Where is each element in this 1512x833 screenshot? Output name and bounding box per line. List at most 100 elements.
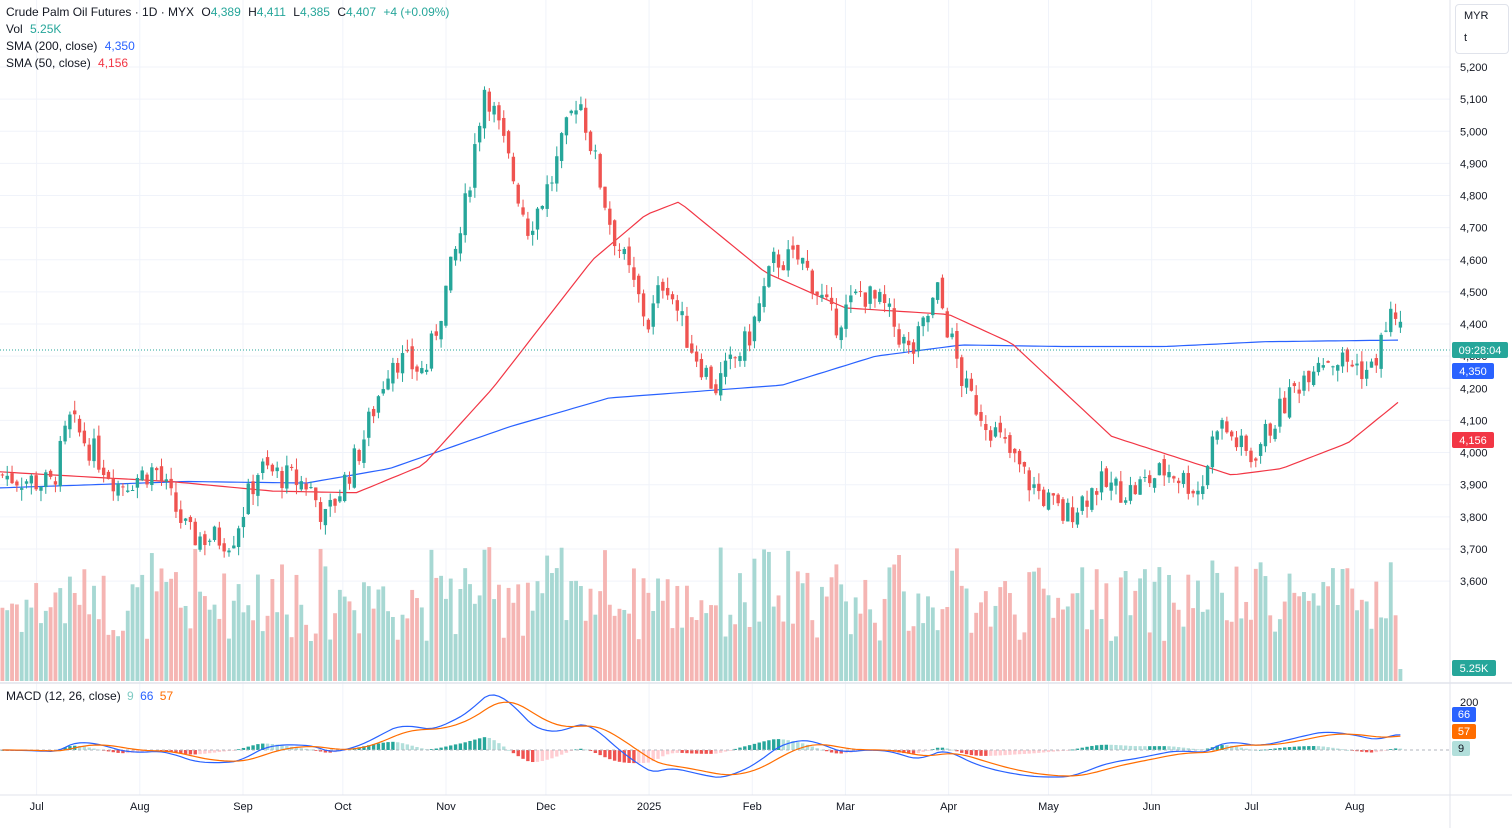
macd-hist-bar: [1398, 748, 1403, 750]
candle: [1201, 475, 1205, 500]
volume-bar: [641, 578, 646, 681]
candle: [820, 283, 824, 302]
candle: [781, 261, 786, 271]
volume-bar: [405, 618, 410, 681]
candle: [940, 274, 945, 310]
candle: [540, 205, 545, 211]
volume-bar: [1311, 593, 1316, 681]
candle: [1196, 481, 1200, 506]
currency-label: MYR: [1464, 10, 1489, 22]
macd-hist-bar: [449, 745, 453, 750]
macd-hist-bar: [945, 748, 949, 750]
open-label: O: [201, 5, 211, 19]
macd-hist-bar: [1393, 748, 1398, 750]
macd-hist-bar: [1008, 750, 1012, 755]
macd-line: [2, 694, 1401, 778]
candle: [1389, 301, 1393, 337]
sma50-row[interactable]: SMA (50, close) 4,156: [6, 55, 449, 72]
candle: [140, 466, 144, 482]
volume-bar: [1388, 562, 1393, 681]
volume-bar: [964, 588, 969, 681]
macd-hist-bar: [1331, 747, 1335, 750]
macd-hist-bar: [815, 748, 819, 750]
volume-bar: [1104, 583, 1109, 681]
volume-bar: [685, 585, 689, 681]
volume-row[interactable]: Vol 5.25K: [6, 21, 449, 38]
volume-bar: [1012, 614, 1017, 681]
volume-bar: [911, 626, 916, 681]
macd-hist-bar: [1104, 744, 1109, 750]
candle: [241, 506, 246, 538]
volume-bar: [829, 577, 834, 681]
candle: [208, 538, 212, 546]
macd-hist-bar: [1041, 750, 1046, 753]
volume-bar: [116, 636, 121, 681]
volume-bar: [395, 639, 400, 681]
ohlc-row[interactable]: Crude Palm Oil Futures · 1D · MYX O4,389…: [6, 4, 449, 21]
volume-bar: [164, 581, 169, 681]
time-tick-label: Jul: [1245, 801, 1259, 813]
volume-bar: [43, 610, 48, 681]
currency-unit-selector[interactable]: MYR t: [1455, 4, 1509, 54]
candle: [887, 298, 892, 317]
macd-hist-bar: [767, 740, 771, 750]
sma200-row[interactable]: SMA (200, close) 4,350: [6, 38, 449, 55]
price-tick-label: 5,200: [1460, 62, 1488, 74]
candle: [588, 130, 593, 155]
macd-hist-bar: [1239, 747, 1244, 750]
volume-bar: [366, 586, 371, 681]
volume-bar: [333, 613, 337, 681]
macd-hist-bar: [661, 750, 665, 757]
candle: [439, 320, 443, 348]
volume-bar: [805, 572, 810, 681]
close-label: C: [337, 5, 346, 19]
volume-bar: [453, 634, 458, 681]
candle: [839, 325, 843, 349]
price-axis[interactable]: 5,200 5,100 5,000 4,900 4,800 4,700 4,600 4,500…: [1460, 62, 1488, 588]
volume-bar: [419, 607, 424, 681]
candle: [1148, 470, 1152, 488]
low-label: L: [293, 5, 300, 19]
macd-hist-bar: [381, 742, 385, 750]
macd-legend[interactable]: MACD (12, 26, close) 9 66 57: [6, 689, 173, 703]
candle: [179, 500, 183, 529]
volume-bar: [5, 610, 10, 681]
macd-hist-bar: [420, 748, 424, 750]
macd-hist-bar: [555, 750, 559, 757]
volume-bar: [713, 605, 718, 681]
volume-bar: [14, 604, 19, 681]
macd-hist-bar: [839, 750, 843, 754]
volume-bar: [574, 580, 579, 681]
candle: [1056, 493, 1060, 507]
macd-hist-bar: [318, 750, 323, 752]
volume-bar: [800, 583, 805, 681]
macd-hist-bar: [159, 750, 164, 751]
time-tick-label: Oct: [334, 801, 351, 813]
macd-hist-bar: [723, 750, 728, 752]
volume-bar: [236, 584, 241, 681]
macd-hist-bar: [641, 750, 646, 763]
macd-hist-bar: [1046, 750, 1051, 753]
volume-bar: [1364, 601, 1369, 681]
volume-bar: [39, 623, 43, 681]
candle: [1003, 428, 1007, 444]
candle: [950, 327, 954, 340]
candle: [545, 175, 549, 217]
volume-bar: [1210, 560, 1215, 681]
candle: [911, 339, 916, 364]
macd-hist-bar: [530, 750, 535, 763]
macd-hist-bar: [236, 749, 241, 751]
candle: [1229, 430, 1234, 441]
macd-hist-bar: [1220, 745, 1224, 750]
macd-hist-bar: [637, 750, 641, 764]
volume-bar: [260, 631, 265, 681]
volume-bar: [241, 612, 246, 681]
sma200-line: [0, 339, 1399, 489]
volume-bar: [1128, 615, 1133, 681]
time-axis[interactable]: Jul Aug Sep Oct Nov Dec 2025 Feb Mar Apr May Jun Jul…: [30, 801, 1365, 813]
symbol-title[interactable]: Crude Palm Oil Futures · 1D · MYX: [6, 5, 195, 19]
volume-bar: [1359, 599, 1364, 681]
candle: [786, 240, 790, 277]
volume-bar: [96, 619, 101, 681]
